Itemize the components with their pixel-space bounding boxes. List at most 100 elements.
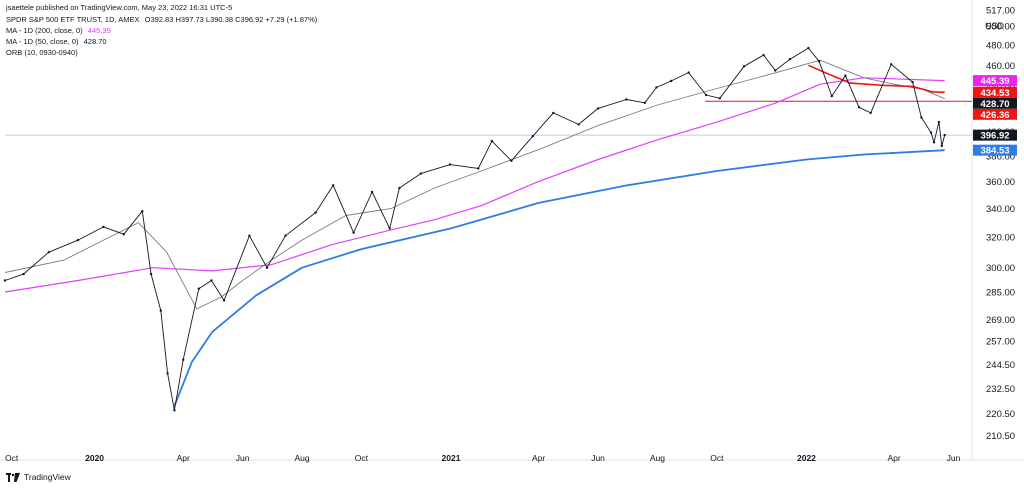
- indicator-ma50[interactable]: MA - 1D (50, close, 0) 428.70: [6, 37, 107, 46]
- y-tick-label: 269.00: [986, 315, 1015, 326]
- price-point: [352, 231, 355, 234]
- y-tick-label: 460.00: [986, 61, 1015, 72]
- price-point: [173, 409, 176, 412]
- price-point: [911, 80, 914, 84]
- indicator-ma200-label: MA - 1D (200, close, 0): [6, 26, 83, 35]
- price-point: [419, 172, 422, 175]
- series-ma50-line: [4, 59, 945, 310]
- price-point: [932, 141, 936, 144]
- price-point: [807, 46, 810, 50]
- y-tick-label: 340.00: [986, 204, 1015, 215]
- price-point: [47, 251, 50, 254]
- series-ma400-line: [173, 149, 945, 407]
- price-axis-badge: [973, 144, 1017, 156]
- price-axis-badge-label: 434.53: [980, 88, 1009, 99]
- y-tick-label: 210.50: [986, 431, 1015, 442]
- price-point: [596, 107, 600, 110]
- price-point: [149, 272, 153, 276]
- price-point: [490, 139, 494, 143]
- tradingview-brand: TradingView: [24, 472, 71, 482]
- y-tick-label: 257.00: [986, 336, 1015, 347]
- price-point: [141, 210, 144, 213]
- y-tick-label: 380.00: [986, 151, 1015, 162]
- indicator-ma50-label: MA - 1D (50, close, 0): [6, 37, 79, 46]
- price-point: [182, 358, 185, 361]
- price-point: [222, 299, 226, 302]
- price-point: [159, 309, 162, 312]
- price-point: [552, 111, 555, 115]
- price-axis-badge-label: 428.70: [980, 99, 1009, 110]
- indicator-ma200-value: 445.39: [87, 26, 111, 35]
- symbol-label: SPDR S&P 500 ETF TRUST, 1D, AMEX: [6, 15, 140, 24]
- price-axis-badge: [973, 86, 1017, 98]
- price-axis-badge: [973, 97, 1017, 109]
- x-tick-label: Apr: [177, 453, 190, 463]
- y-tick-label: 500.00: [986, 21, 1015, 32]
- price-point: [788, 58, 792, 61]
- tradingview-footer: TradingView: [6, 472, 71, 482]
- price-point: [857, 106, 861, 109]
- price-axis-badge-label: 384.53: [980, 146, 1009, 157]
- published-line: jsaettele published on TradingView.com, …: [6, 3, 233, 12]
- price-point: [742, 65, 746, 68]
- price-point: [577, 123, 580, 126]
- price-point: [197, 287, 200, 290]
- price-point: [869, 111, 872, 115]
- ohlc-values: O392.83 H397.73 L390.38 C396.92 +7.29 (+…: [144, 15, 318, 24]
- price-axis-badge-label: 426.36: [980, 110, 1009, 121]
- x-tick-label: Apr: [887, 453, 900, 463]
- price-point: [643, 101, 646, 105]
- price-point: [625, 98, 628, 101]
- price-axis-badge: [973, 75, 1017, 87]
- x-tick-label: Jun: [947, 453, 961, 463]
- price-point: [210, 279, 213, 282]
- indicator-ma50-value: 428.70: [83, 37, 107, 46]
- price-point: [687, 71, 690, 74]
- x-tick-label: Apr: [532, 453, 545, 463]
- price-point: [477, 167, 480, 170]
- y-tick-label: 300.00: [986, 263, 1015, 274]
- y-tick-label: 285.00: [986, 287, 1015, 298]
- price-point: [655, 86, 658, 89]
- price-point: [314, 211, 317, 214]
- x-tick-label: 2021: [442, 453, 461, 463]
- y-tick-label: 220.50: [986, 409, 1015, 420]
- series-ma200-line: [4, 77, 945, 293]
- price-point: [76, 238, 80, 242]
- price-point: [22, 272, 25, 276]
- tradingview-logo-icon: [6, 472, 20, 482]
- price-point: [122, 233, 126, 236]
- price-point: [265, 266, 269, 269]
- price-point: [3, 279, 7, 282]
- indicator-ma200[interactable]: MA - 1D (200, close, 0) 445.39: [6, 26, 111, 35]
- y-tick-label: 232.50: [986, 384, 1015, 395]
- x-tick-label: 2022: [797, 453, 816, 463]
- price-point: [830, 94, 833, 98]
- indicator-orb[interactable]: ORB (10, 0930-0940): [6, 48, 78, 57]
- price-point: [102, 225, 105, 229]
- price-point: [762, 53, 765, 57]
- x-tick-label: 2020: [85, 453, 104, 463]
- price-point: [940, 144, 943, 148]
- price-point: [929, 131, 933, 134]
- indicator-orb-label: ORB (10, 0930-0940): [6, 48, 78, 57]
- price-point: [388, 227, 391, 230]
- price-point: [531, 135, 534, 138]
- price-point: [166, 372, 169, 375]
- symbol-line: SPDR S&P 500 ETF TRUST, 1D, AMEX O392.83…: [6, 15, 317, 24]
- x-tick-label: Jun: [591, 453, 605, 463]
- x-tick-label: Aug: [650, 453, 665, 463]
- price-point: [704, 93, 708, 97]
- price-point: [844, 74, 847, 77]
- y-tick-label: 517.00: [986, 6, 1015, 17]
- x-tick-label: Oct: [710, 453, 724, 463]
- x-tick-label: Oct: [355, 453, 369, 463]
- x-tick-label: Jun: [236, 453, 250, 463]
- price-point: [248, 234, 251, 237]
- price-axis-badge-label: 396.92: [980, 131, 1009, 142]
- price-point: [890, 63, 893, 66]
- price-point: [774, 69, 777, 72]
- price-point: [937, 120, 941, 124]
- price-point: [510, 159, 513, 162]
